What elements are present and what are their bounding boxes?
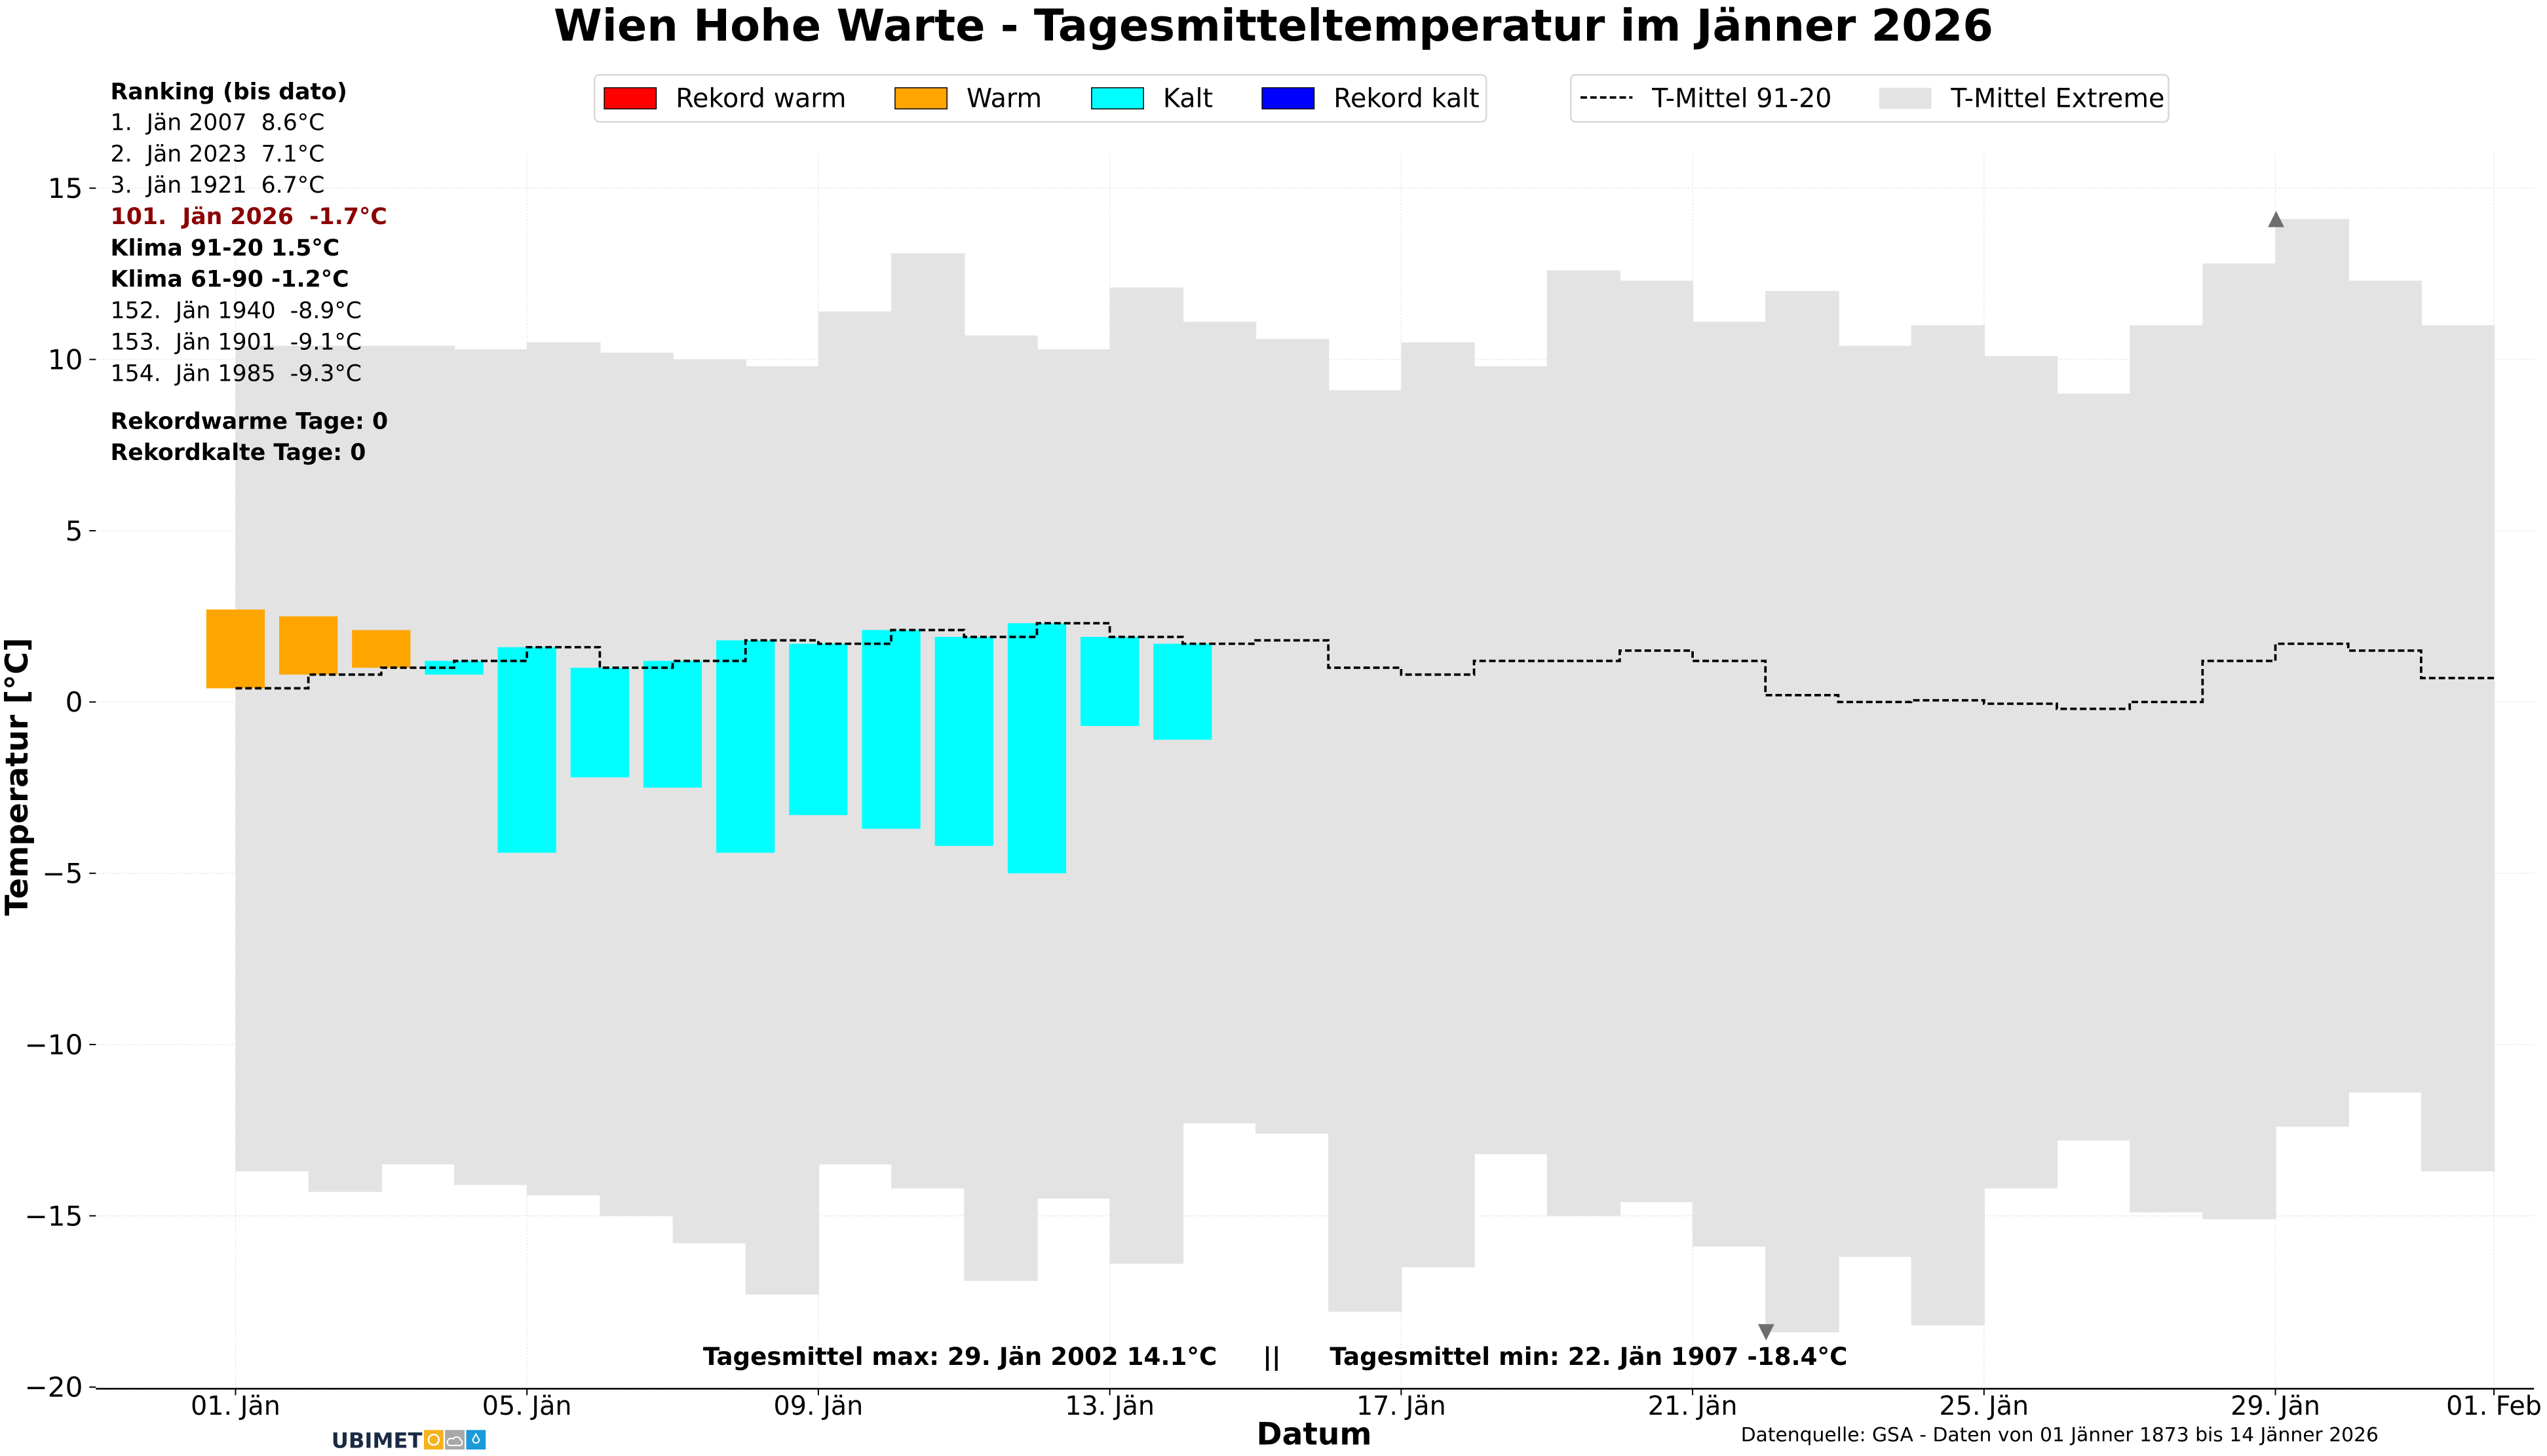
extremes-envelope xyxy=(235,219,2495,1333)
y-tick-label: −20 xyxy=(25,1371,83,1404)
bar-day-5 xyxy=(497,647,556,853)
x-tick-label: 13. Jän xyxy=(1065,1391,1155,1421)
ubimet-wordmark: UBIMET xyxy=(332,1428,423,1453)
x-tick-label: 21. Jän xyxy=(1648,1391,1738,1421)
x-tick-label: 09. Jän xyxy=(774,1391,864,1421)
ranking-line: 153. Jän 1901 -9.1°C xyxy=(111,329,362,355)
ranking-line: 3. Jän 1921 6.7°C xyxy=(111,172,325,199)
bar-day-7 xyxy=(643,661,702,788)
daily-bars xyxy=(206,609,1212,873)
y-axis-label: Temperatur [°C] xyxy=(0,638,35,915)
bar-day-9 xyxy=(789,643,848,815)
y-tick-label: 15 xyxy=(48,172,83,204)
legend-swatch-rekord-kalt xyxy=(1261,87,1315,109)
y-axis: 15 10 5 0 −5 −10 −15 −20 xyxy=(25,172,96,1404)
y-tick-label: 10 xyxy=(48,343,83,375)
sun-icon xyxy=(424,1430,444,1450)
bar-day-6 xyxy=(570,668,629,778)
ranking-panel: Ranking (bis dato) 1. Jän 2007 8.6°C 2. J… xyxy=(111,79,389,466)
bar-day-1 xyxy=(206,609,265,689)
legend-swatch-extremes xyxy=(1879,87,1932,109)
x-tick-label: 29. Jän xyxy=(2231,1391,2320,1421)
ubimet-logo: UBIMET xyxy=(332,1428,486,1453)
ranking-line: 152. Jän 1940 -8.9°C xyxy=(111,298,362,324)
ranking-line: Klima 91-20 1.5°C xyxy=(111,235,340,261)
annotation-separator: || xyxy=(1263,1342,1280,1371)
legend-label-kalt: Kalt xyxy=(1163,84,1213,114)
legend-label-warm: Warm xyxy=(967,84,1042,114)
min-marker-triangle-down-icon xyxy=(1757,1324,1774,1341)
rekordwarme-tage: Rekordwarme Tage: 0 xyxy=(111,409,389,435)
ranking-line: 154. Jän 1985 -9.3°C xyxy=(111,360,362,387)
extreme-markers xyxy=(1757,210,2284,1341)
ranking-heading: Ranking (bis dato) xyxy=(111,79,347,105)
y-tick-label: 0 xyxy=(66,686,83,718)
x-tick-label: 25. Jän xyxy=(1939,1391,2029,1421)
bar-day-3 xyxy=(352,630,411,668)
bar-day-13 xyxy=(1081,636,1139,726)
y-tick-label: −5 xyxy=(42,858,83,890)
legend-reference: T-Mittel 91-20 T-Mittel Extreme xyxy=(1569,73,2170,123)
bar-day-2 xyxy=(279,616,338,675)
legend-swatch-rekord-warm xyxy=(603,87,657,109)
annotation-min: Tagesmittel min: 22. Jän 1907 -18.4°C xyxy=(1330,1342,1847,1371)
legend-label-tmittel: T-Mittel 91-20 xyxy=(1651,84,1831,114)
max-marker-triangle-up-icon xyxy=(2268,210,2284,227)
annotation-max: Tagesmittel max: 29. Jän 2002 14.1°C xyxy=(703,1342,1217,1371)
y-tick-label: −15 xyxy=(25,1200,83,1232)
bar-day-11 xyxy=(934,636,993,846)
bar-day-8 xyxy=(716,640,775,853)
climate-mean-line xyxy=(235,622,2495,710)
x-axis: 01. Jän 05. Jän 09. Jän 13. Jän 17. Jän 21. J… xyxy=(96,1388,2542,1421)
legend-swatch-warm xyxy=(894,87,948,109)
legend-label-rekord-kalt: Rekord kalt xyxy=(1333,84,1479,114)
data-source: Datenquelle: GSA - Daten von 01 Jänner 1… xyxy=(1741,1424,2379,1447)
ranking-line: 2. Jän 2023 7.1°C xyxy=(111,141,325,167)
bar-day-12 xyxy=(1007,623,1067,873)
legend-swatch-kalt xyxy=(1091,87,1144,109)
legend-label-extremes: T-Mittel Extreme xyxy=(1950,84,2164,114)
rekordkalte-tage: Rekordkalte Tage: 0 xyxy=(111,440,366,466)
legend-categories: Rekord warm Warm Kalt Rekord kalt xyxy=(594,73,1487,123)
ranking-line: 101. Jän 2026 -1.7°C xyxy=(111,204,387,230)
x-tick-label: 05. Jän xyxy=(482,1391,572,1421)
ranking-line: Klima 61-90 -1.2°C xyxy=(111,267,349,293)
y-tick-label: 5 xyxy=(66,515,83,547)
bar-day-10 xyxy=(862,630,921,829)
x-tick-label: 01. Jän xyxy=(191,1391,280,1421)
bar-day-14 xyxy=(1153,643,1212,740)
x-tick-label: 01. Feb xyxy=(2446,1391,2542,1421)
chart-title: Wien Hohe Warte - Tagesmitteltemperatur … xyxy=(554,0,1993,51)
y-tick-label: −10 xyxy=(25,1029,83,1061)
ranking-line: 1. Jän 2007 8.6°C xyxy=(111,109,325,136)
x-tick-label: 17. Jän xyxy=(1356,1391,1446,1421)
legend-label-rekord-warm: Rekord warm xyxy=(676,84,846,114)
x-axis-label: Datum xyxy=(1256,1417,1371,1453)
